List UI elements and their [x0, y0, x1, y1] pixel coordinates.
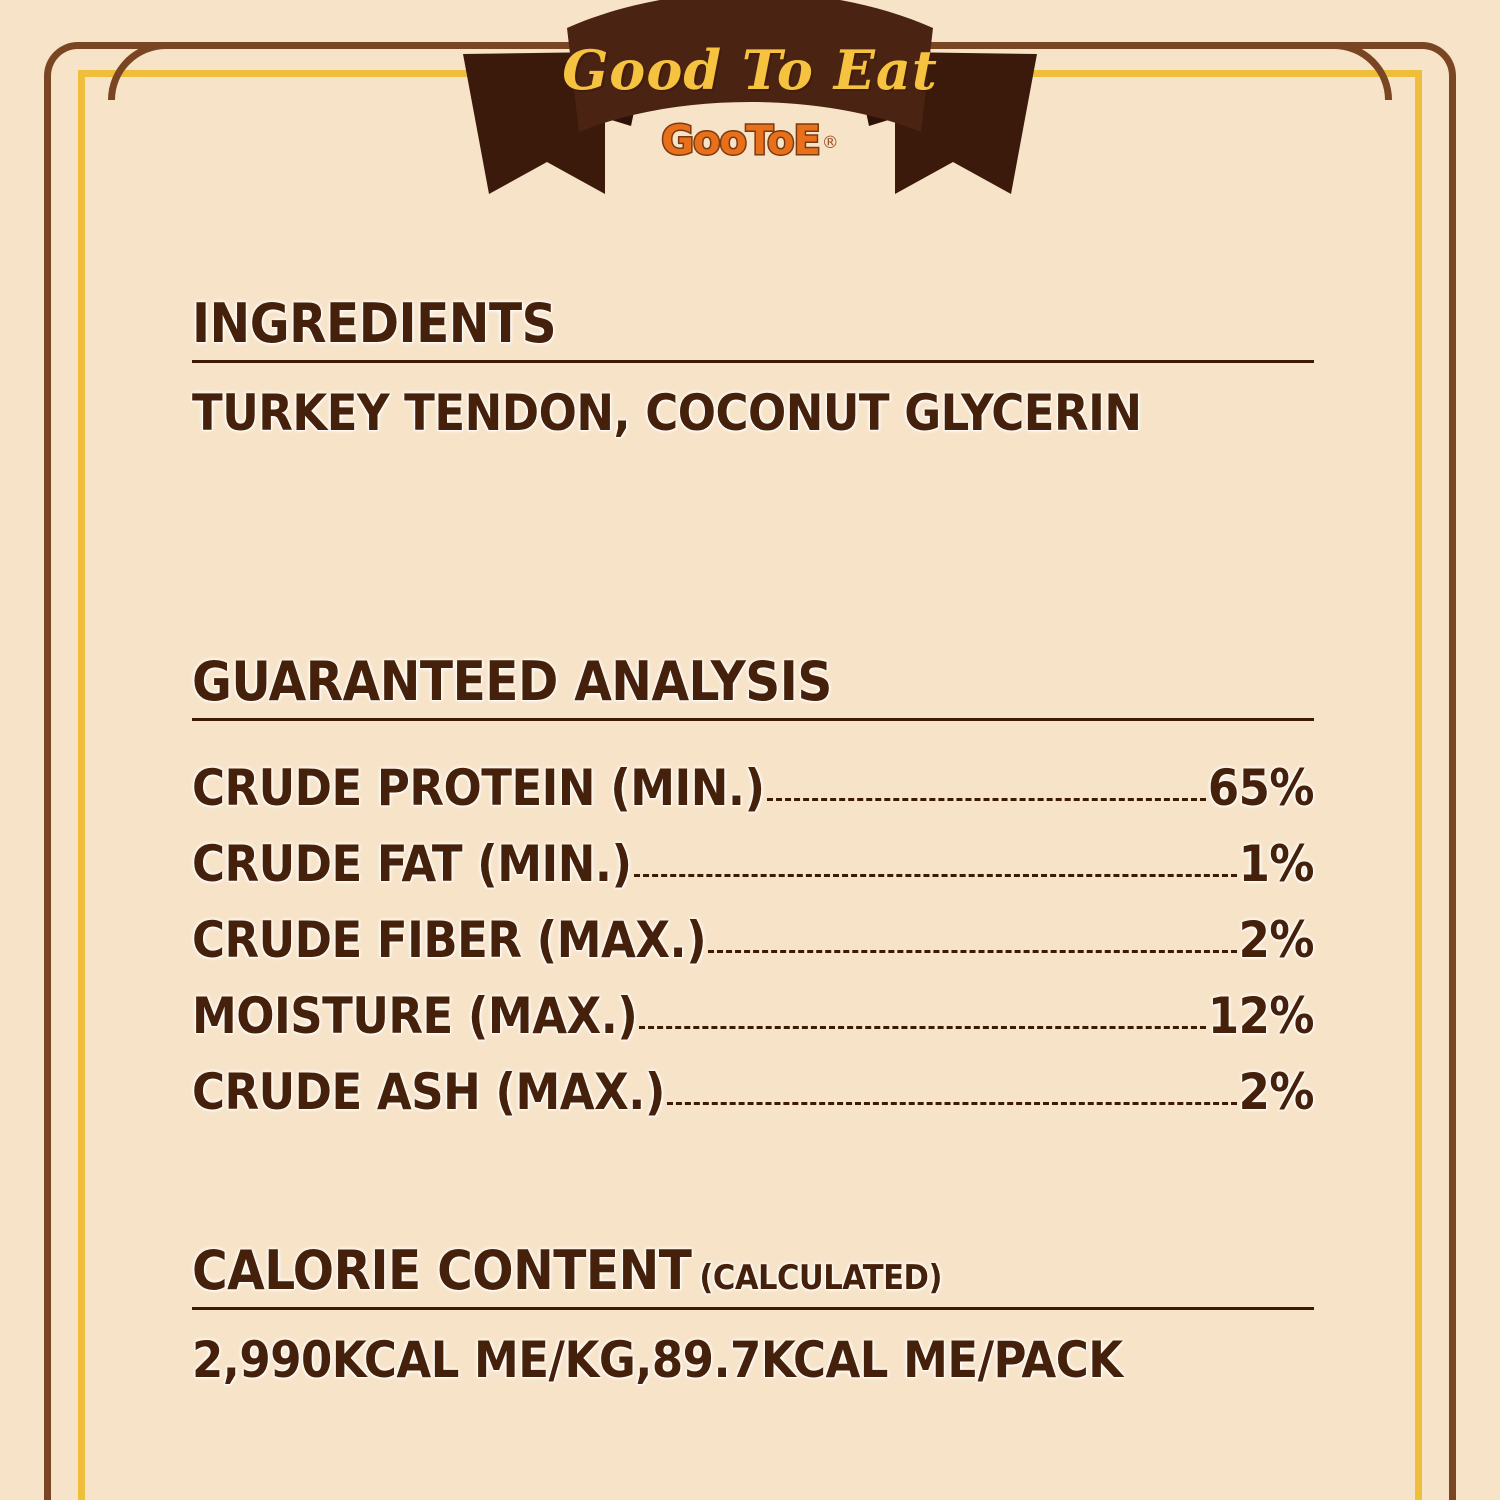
analysis-row: CRUDE PROTEIN (MIN.) 65% — [192, 739, 1315, 817]
analysis-row: CRUDE ASH (MAX.) 2% — [192, 1043, 1315, 1121]
calorie-content-section: CALORIE CONTENT (CALCULATED) 2,990KCAL ME… — [192, 1242, 1314, 1389]
analysis-leader-dots — [708, 949, 1237, 953]
analysis-label: CRUDE FAT (MIN.) — [192, 834, 632, 893]
analysis-row: CRUDE FIBER (MAX.) 2% — [192, 891, 1315, 969]
analysis-label: CRUDE PROTEIN (MIN.) — [192, 758, 765, 817]
analysis-label: MOISTURE (MAX.) — [192, 986, 638, 1045]
ingredients-heading: INGREDIENTS — [192, 292, 557, 355]
calorie-content-heading-main: CALORIE CONTENT — [192, 1238, 692, 1302]
analysis-value: 2% — [1238, 1062, 1315, 1121]
calorie-content-heading-note: (CALCULATED) — [699, 1257, 942, 1298]
guaranteed-analysis-section: GUARANTEED ANALYSIS CRUDE PROTEIN (MIN.)… — [192, 649, 1315, 1121]
analysis-leader-dots — [666, 1101, 1237, 1105]
guaranteed-analysis-rule — [192, 717, 1314, 721]
analysis-row: CRUDE FAT (MIN.) 1% — [192, 815, 1315, 893]
ribbon-shape-icon — [463, 0, 1037, 194]
analysis-leader-dots — [633, 873, 1237, 877]
analysis-value: 12% — [1207, 986, 1315, 1045]
guaranteed-analysis-rows: CRUDE PROTEIN (MIN.) 65% CRUDE FAT (MIN.) 1… — [192, 739, 1315, 1121]
calorie-content-heading: CALORIE CONTENT (CALCULATED) — [192, 1242, 1314, 1299]
analysis-row: MOISTURE (MAX.) 12% — [192, 967, 1315, 1045]
brand-banner: Good To Eat GooToE ® — [455, 0, 1045, 206]
label-content: INGREDIENTS TURKEY TENDON, COCONUT GLYCE… — [192, 292, 1315, 1389]
analysis-leader-dots — [639, 1025, 1206, 1029]
calorie-content-rule — [192, 1306, 1314, 1310]
corner-flourish-top-right — [1334, 42, 1392, 100]
spacer-after-analysis — [192, 1119, 1314, 1243]
analysis-label: CRUDE FIBER (MAX.) — [192, 910, 707, 969]
spacer-after-ingredients — [192, 440, 1314, 654]
calorie-content-body: 2,990KCAL ME/KG,89.7KCAL ME/PACK — [192, 1330, 1123, 1389]
analysis-value: 2% — [1238, 910, 1315, 969]
analysis-leader-dots — [766, 797, 1206, 801]
analysis-label: CRUDE ASH (MAX.) — [192, 1062, 665, 1121]
ingredients-section: INGREDIENTS TURKEY TENDON, COCONUT GLYCE… — [192, 292, 1314, 443]
analysis-value: 1% — [1238, 834, 1315, 893]
ingredients-rule — [192, 360, 1314, 364]
ingredients-body: TURKEY TENDON, COCONUT GLYCERIN — [192, 384, 1142, 443]
corner-flourish-top-left — [108, 42, 166, 100]
analysis-value: 65% — [1207, 758, 1315, 817]
guaranteed-analysis-heading: GUARANTEED ANALYSIS — [192, 649, 832, 713]
